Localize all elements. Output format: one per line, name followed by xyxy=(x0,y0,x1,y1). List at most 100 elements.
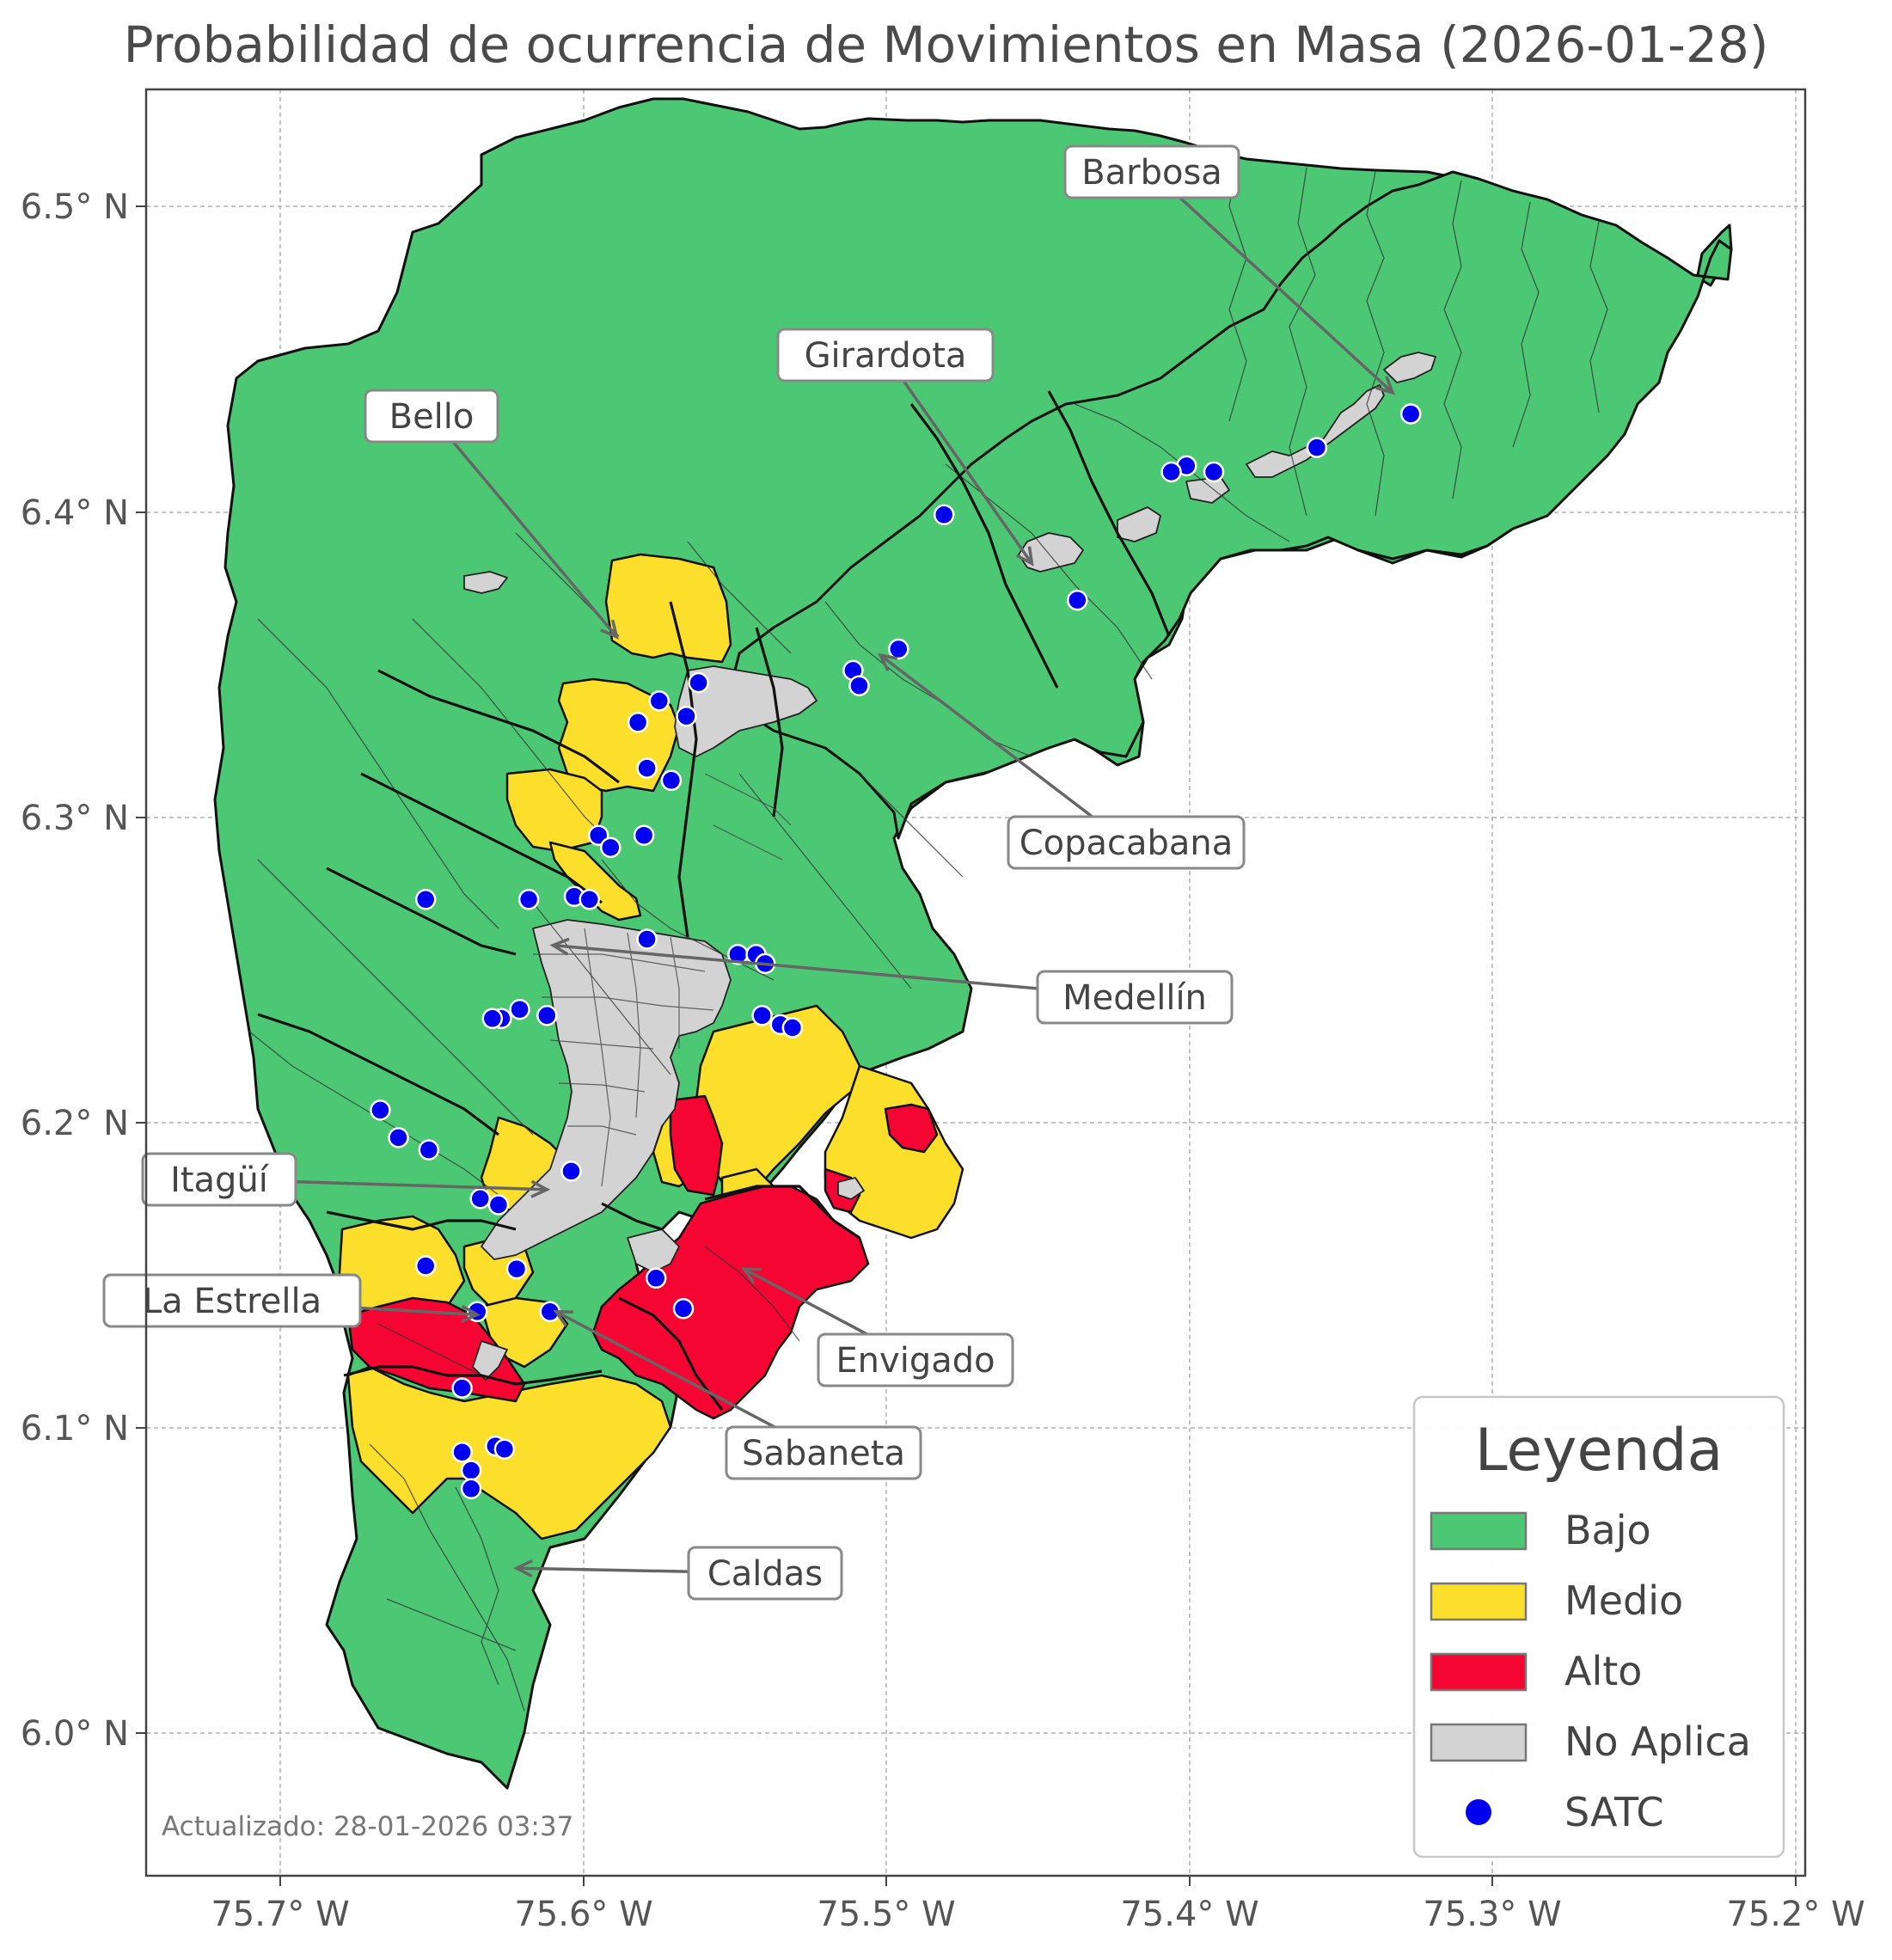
y-tick-label: 6.1° N xyxy=(21,1409,129,1449)
callout-envigado: Envigado xyxy=(741,1267,1014,1387)
satc-station-point[interactable] xyxy=(1067,589,1088,611)
satc-station-point[interactable] xyxy=(451,1377,473,1399)
y-tick-label: 6.2° N xyxy=(21,1104,129,1143)
callout-copacabana: Copacabana xyxy=(878,652,1246,870)
satc-station-point[interactable] xyxy=(414,889,437,910)
y-axis xyxy=(136,205,146,1734)
y-tick-label: 6.5° N xyxy=(21,187,129,227)
plot-frame xyxy=(144,88,1807,1877)
satc-station-point[interactable] xyxy=(633,824,655,846)
x-tick-label: 75.6° W xyxy=(514,1895,652,1934)
satc-station-point[interactable] xyxy=(848,675,870,696)
municipality-label: La Estrella xyxy=(143,1282,321,1321)
satc-station-point[interactable] xyxy=(636,757,658,779)
x-axis xyxy=(279,1876,1797,1886)
legend-label-satc: SATC xyxy=(1564,1789,1663,1835)
satc-station-point[interactable] xyxy=(645,1267,667,1289)
callout-arrowhead xyxy=(878,652,898,671)
satc-station-point[interactable] xyxy=(600,836,621,859)
callout-arrowhead xyxy=(549,937,570,956)
x-tick-label: 75.7° W xyxy=(211,1895,349,1934)
legend-label-bajo: Bajo xyxy=(1564,1507,1651,1553)
satc-station-point[interactable] xyxy=(505,1258,528,1280)
x-tick-label: 75.2° W xyxy=(1726,1895,1864,1934)
risk-zone-bajo-north[interactable] xyxy=(729,170,1733,840)
callout-arrowhead xyxy=(513,1559,533,1578)
callout-arrowhead xyxy=(461,1304,481,1323)
municipality-label-box xyxy=(1063,144,1240,199)
callout-la-estrella: La Estrella xyxy=(102,1273,481,1328)
satc-station-point[interactable] xyxy=(751,1005,773,1026)
satc-station-point[interactable] xyxy=(688,671,709,694)
map-title: Probabilidad de ocurrencia de Movimiento… xyxy=(123,15,1769,74)
callout-sabaneta: Sabaneta xyxy=(553,1309,922,1480)
satc-station-point[interactable] xyxy=(781,1017,804,1038)
legend-swatch-satc xyxy=(1466,1799,1491,1825)
satc-stations xyxy=(370,403,1422,1500)
internal-boundaries xyxy=(248,158,1608,1712)
satc-station-point[interactable] xyxy=(579,889,600,910)
satc-station-point[interactable] xyxy=(672,1298,695,1320)
legend-label-alto: Alto xyxy=(1564,1648,1642,1694)
municipality-label: Caldas xyxy=(707,1554,823,1594)
satc-station-point[interactable] xyxy=(460,1478,482,1500)
municipality-label: Envigado xyxy=(836,1341,995,1381)
satc-station-point[interactable] xyxy=(370,1099,391,1121)
municipality-label-box xyxy=(102,1273,362,1328)
callout-arrowhead xyxy=(530,1179,551,1198)
satc-station-point[interactable] xyxy=(481,1008,504,1030)
satc-station-point[interactable] xyxy=(627,712,649,733)
legend-swatch-bajo xyxy=(1430,1511,1528,1551)
satc-station-point[interactable] xyxy=(414,1255,437,1277)
satc-station-point[interactable] xyxy=(469,1188,491,1210)
municipality-label: Copacabana xyxy=(1019,824,1234,863)
satc-station-point[interactable] xyxy=(487,1194,510,1216)
satc-station-point[interactable] xyxy=(676,705,697,727)
callout-leader-line xyxy=(884,353,1033,565)
municipality-label: Itagüí xyxy=(170,1161,270,1200)
municipality-label: Sabaneta xyxy=(742,1434,905,1473)
municipality-label-box xyxy=(817,1332,1014,1387)
satc-station-point[interactable] xyxy=(460,1460,482,1481)
risk-zones-no-aplica[interactable] xyxy=(463,352,1436,1381)
satc-station-point[interactable] xyxy=(888,638,909,660)
satc-station-point[interactable] xyxy=(1399,403,1422,425)
legend-title: Leyenda xyxy=(1475,1417,1724,1485)
legend-label-medio: Medio xyxy=(1564,1577,1683,1624)
satc-station-point[interactable] xyxy=(560,1161,582,1182)
legend-label-no-aplica: No Aplica xyxy=(1564,1718,1751,1765)
satc-station-point[interactable] xyxy=(660,769,683,792)
callout-leader-line xyxy=(879,653,1128,844)
satc-station-point[interactable] xyxy=(418,1139,440,1161)
satc-station-point[interactable] xyxy=(648,690,670,712)
satc-station-point[interactable] xyxy=(509,998,530,1020)
legend-swatch-alto xyxy=(1430,1652,1528,1692)
satc-station-point[interactable] xyxy=(1203,461,1225,483)
callout-arrowhead xyxy=(600,619,619,640)
satc-station-point[interactable] xyxy=(517,889,540,910)
legend-swatch-medio xyxy=(1430,1582,1528,1621)
satc-station-point[interactable] xyxy=(451,1441,473,1463)
callout-arrowhead xyxy=(1015,546,1034,567)
legend-swatch-no-aplica xyxy=(1430,1723,1528,1762)
y-tick-label: 6.0° N xyxy=(21,1714,129,1754)
municipality-label-box xyxy=(364,389,499,444)
municipality-label-box xyxy=(1007,815,1246,870)
satc-station-point[interactable] xyxy=(1160,461,1182,483)
callout-bello: Bello xyxy=(364,389,619,640)
y-tick-label: 6.3° N xyxy=(21,799,129,838)
x-tick-label: 75.5° W xyxy=(817,1895,955,1934)
satc-station-point[interactable] xyxy=(636,928,658,950)
satc-station-point[interactable] xyxy=(536,1005,558,1026)
municipality-label: Barbosa xyxy=(1081,153,1222,193)
satc-station-point[interactable] xyxy=(388,1127,409,1148)
satc-station-point[interactable] xyxy=(1306,437,1328,458)
municipality-label-box xyxy=(1036,970,1234,1025)
municipality-label-box xyxy=(141,1152,297,1207)
municipality-callouts: Barbosa Girardota Bello Copacabana Medellín I… xyxy=(102,144,1395,1601)
municipality-label: Girardota xyxy=(805,336,967,376)
satc-station-point[interactable] xyxy=(493,1438,516,1460)
callout-arrowhead xyxy=(1375,376,1395,395)
satc-station-point[interactable] xyxy=(933,504,955,526)
